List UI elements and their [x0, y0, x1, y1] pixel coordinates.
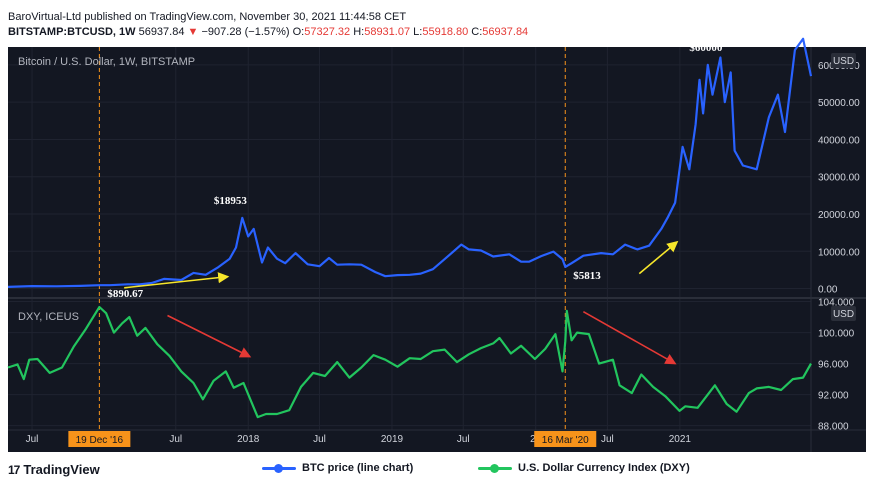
pane2-unit-badge[interactable]	[831, 306, 856, 321]
chart-footer: 17 TradingView BTC price (line chart) U.S…	[0, 452, 885, 489]
legend-dxy-label: U.S. Dollar Currency Index (DXY)	[518, 462, 690, 474]
price-annotation: $60000	[689, 42, 723, 54]
dxy-ytick-label: 104.000	[818, 298, 855, 309]
legend-dxy: U.S. Dollar Currency Index (DXY)	[478, 462, 690, 474]
highlight-date-label: 19 Dec '16	[76, 435, 124, 446]
highlight-lines	[98, 47, 566, 430]
low-label: L:	[413, 26, 423, 38]
series-layer	[7, 37, 813, 419]
dxy-ytick-label: 96.000	[818, 360, 849, 371]
price-annotation: $890.67	[107, 288, 143, 300]
xtick-label: Jul	[313, 434, 326, 445]
xtick-label: 2018	[237, 434, 260, 445]
btc-ytick-label: 0.00	[818, 285, 838, 296]
high-value: 58931.07	[364, 26, 411, 38]
close-label: C:	[471, 26, 483, 38]
ohlc-line: BITSTAMP:BTCUSD, 1W 56937.84 ▼ −907.28 (…	[8, 25, 528, 39]
symbol-label: BITSTAMP:BTCUSD, 1W	[8, 26, 136, 38]
xtick-label: Jul	[457, 434, 470, 445]
open-label: O:	[292, 26, 305, 38]
xtick-label: Jul	[26, 434, 39, 445]
pane2-title: DXY, ICEUS	[18, 311, 79, 323]
open-value: 57327.32	[304, 26, 351, 38]
low-value: 55918.80	[422, 26, 469, 38]
high-label: H:	[353, 26, 365, 38]
tradingview-icon: 17	[8, 463, 20, 477]
legend-btc: BTC price (line chart)	[262, 462, 413, 474]
trend-arrow	[638, 240, 679, 275]
btc-ytick-label: 20000.00	[818, 210, 860, 221]
down-arrow-icon: ▼	[187, 26, 199, 38]
publish-header: BaroVirtual-Ltd published on TradingView…	[0, 0, 885, 48]
close-value: 56937.84	[482, 26, 529, 38]
legend-btc-label: BTC price (line chart)	[302, 462, 414, 474]
tradingview-logo[interactable]: 17 TradingView	[8, 462, 100, 477]
pane1-title: Bitcoin / U.S. Dollar, 1W, BITSTAMP	[18, 56, 195, 68]
highlight-date-badge	[534, 431, 597, 447]
btc-ytick-label: 30000.00	[818, 173, 860, 184]
xtick-label: Jul	[169, 434, 182, 445]
tradingview-brand: TradingView	[23, 462, 100, 477]
dxy-ytick-label: 88.000	[818, 422, 849, 433]
trend-arrow	[124, 272, 230, 289]
btc-price-line	[7, 37, 813, 288]
price-change: −907.28 (−1.57%)	[201, 26, 290, 38]
btc-ytick-label: 10000.00	[818, 247, 860, 258]
btc-ytick-label: 40000.00	[818, 135, 860, 146]
xtick-label: 2021	[669, 434, 692, 445]
xtick-label: 2019	[381, 434, 404, 445]
chart-background	[8, 47, 866, 453]
price-annotation: $5813	[573, 270, 601, 282]
axis-labels: 0.00 10000.00 20000.00 30000.00 40000.00 5000…	[26, 42, 860, 447]
dxy-ytick-label: 92.000	[818, 391, 849, 402]
dxy-index-line	[7, 305, 812, 419]
pane1-unit-badge[interactable]	[831, 53, 856, 68]
legend-btc-swatch	[262, 463, 296, 473]
xtick-label: Jul	[601, 434, 614, 445]
highlight-date-label: 16 Mar '20	[542, 435, 589, 446]
price-annotation: $18953	[214, 195, 248, 207]
highlight-date-badge	[68, 431, 131, 447]
trend-arrows	[124, 240, 679, 365]
pane2-unit-label: USD	[833, 309, 854, 320]
grid-lines	[8, 47, 811, 430]
pane1-unit-label: USD	[833, 56, 854, 67]
last-price: 56937.84	[138, 26, 185, 38]
btc-ytick-label: 50000.00	[818, 98, 860, 109]
dxy-ytick-label: 100.000	[818, 329, 855, 340]
trend-arrow	[582, 310, 677, 365]
legend-dxy-swatch	[478, 463, 512, 473]
publisher-line: BaroVirtual-Ltd published on TradingView…	[8, 11, 407, 23]
trend-arrow	[167, 314, 252, 358]
